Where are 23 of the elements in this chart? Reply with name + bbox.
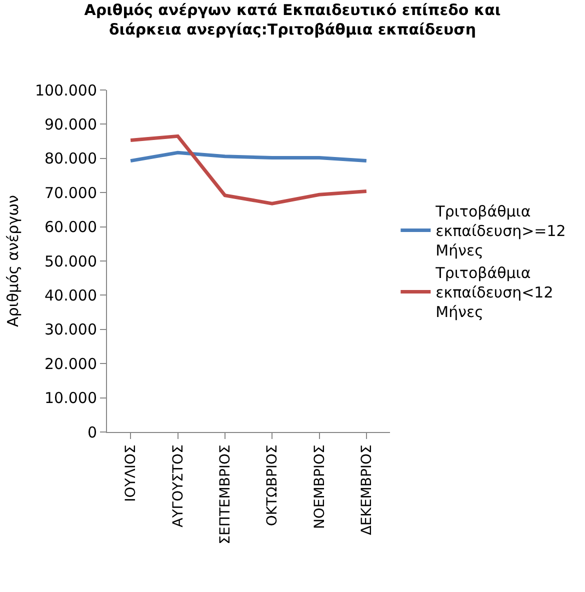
y-tick-label: 0 bbox=[87, 423, 97, 442]
x-tick-label: ΝΟΕΜΒΡΙΟΣ bbox=[312, 444, 328, 530]
legend-label: Τριτοβάθμια εκπαίδευση<12 Μήνες bbox=[434, 264, 554, 322]
x-tick-label: ΑΥΓΟΥΣΤΟΣ bbox=[170, 444, 186, 528]
x-tick-label: ΟΚΤΩΒΡΙΟΣ bbox=[264, 444, 281, 526]
y-tick-label: 70.000 bbox=[44, 184, 97, 202]
legend-label: Τριτοβάθμια εκπαίδευση>=12 Μήνες bbox=[434, 202, 566, 260]
y-tick-label: 40.000 bbox=[44, 286, 97, 304]
line-series bbox=[128, 134, 368, 206]
y-tick-label: 10.000 bbox=[44, 389, 97, 408]
chart-title: Αριθμός ανέργων κατά Εκπαιδευτικό επίπεδο και διάρκεια ανεργίας:Τριτοβάθμια εκπαίδευση bbox=[84, 0, 501, 38]
y-tick-label: 50.000 bbox=[44, 252, 97, 270]
y-tick-label: 30.000 bbox=[44, 320, 97, 339]
y-tick-label: 100.000 bbox=[34, 81, 97, 100]
line-series bbox=[128, 150, 368, 163]
y-tick-label: 20.000 bbox=[44, 354, 97, 373]
y-axis-title: Αριθμός ανέργων bbox=[4, 194, 22, 328]
y-tick-label: 90.000 bbox=[44, 115, 97, 134]
x-tick-label: ΔΕΚΕΜΒΡΙΟΣ bbox=[358, 444, 375, 536]
y-tick-label: 60.000 bbox=[44, 218, 97, 236]
x-tick-label: ΙΟΥΛΙΟΣ bbox=[123, 444, 140, 502]
y-tick-label: 80.000 bbox=[44, 150, 97, 168]
x-tick-label: ΣΕΠΤΕΜΒΡΙΟΣ bbox=[217, 444, 234, 544]
